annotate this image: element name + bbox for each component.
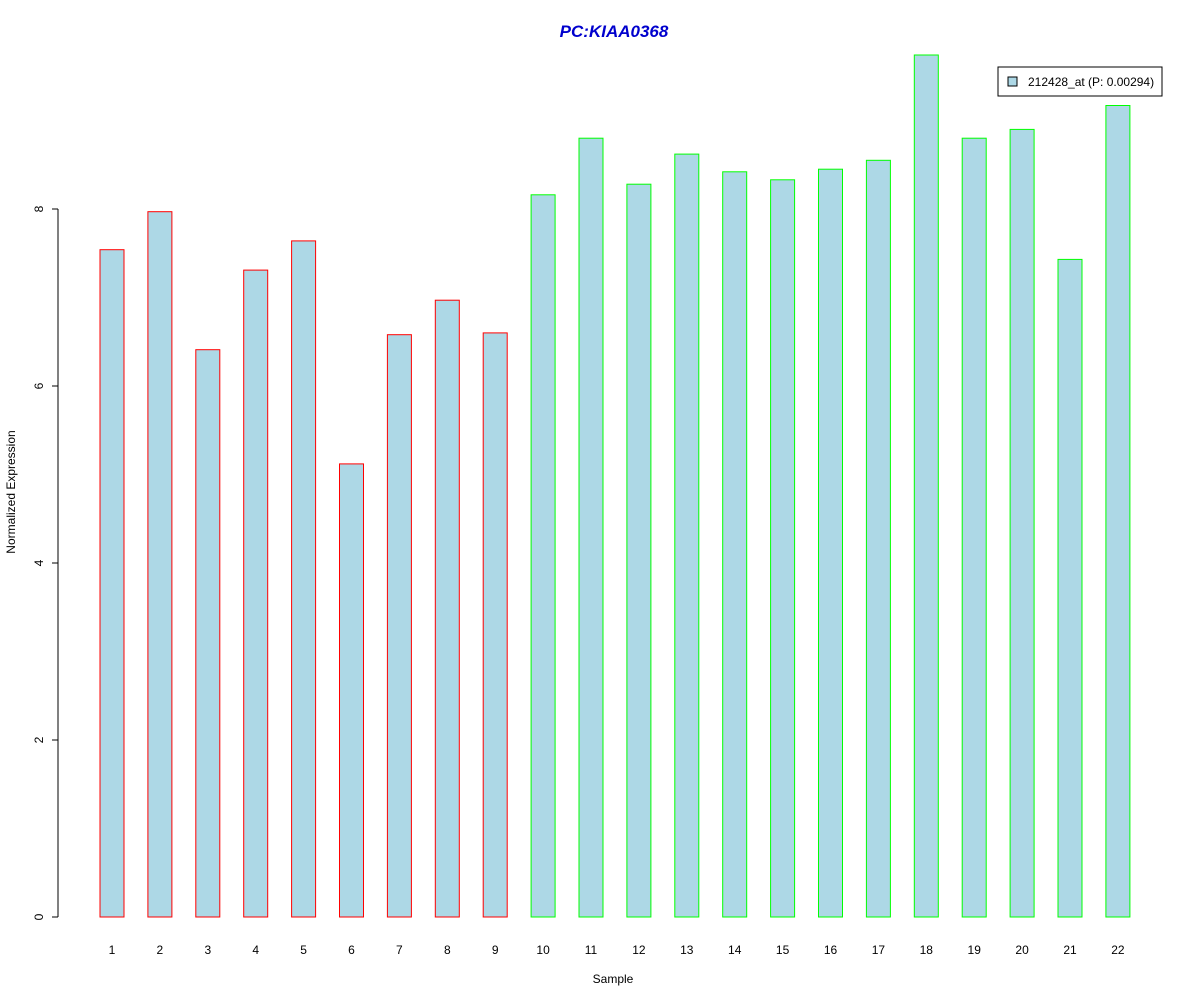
x-tick-label: 12 <box>632 943 646 957</box>
x-axis-label: Sample <box>593 972 634 986</box>
x-tick-label: 22 <box>1111 943 1125 957</box>
legend-label: 212428_at (P: 0.00294) <box>1028 75 1154 89</box>
bar-sample-22 <box>1105 105 1131 918</box>
bars-group <box>99 54 1131 918</box>
bar-sample-2 <box>147 211 173 918</box>
x-tick-label: 10 <box>536 943 550 957</box>
bar-sample-17 <box>865 159 891 918</box>
bar-sample-18 <box>913 54 939 918</box>
y-tick-label: 4 <box>32 559 46 566</box>
x-tick-label: 16 <box>824 943 838 957</box>
bar-sample-21 <box>1057 258 1083 918</box>
chart-title: PC:KIAA0368 <box>560 22 669 41</box>
x-tick-label: 11 <box>585 943 598 957</box>
x-tick-label: 5 <box>300 943 307 957</box>
bar-sample-1 <box>99 249 125 918</box>
legend-swatch <box>1007 76 1018 87</box>
bar-sample-6 <box>339 463 364 918</box>
x-tick-label: 18 <box>920 943 934 957</box>
x-tick-label: 13 <box>680 943 694 957</box>
bar-sample-19 <box>961 137 987 918</box>
bar-sample-4 <box>243 269 269 918</box>
x-tick-label: 17 <box>872 943 886 957</box>
x-tick-label: 1 <box>109 943 116 957</box>
legend-box <box>997 66 1163 97</box>
bar-sample-3 <box>195 349 221 918</box>
bar-sample-14 <box>722 171 748 918</box>
x-tick-label: 9 <box>492 943 499 957</box>
y-tick-label: 6 <box>32 382 46 389</box>
bar-sample-15 <box>770 179 796 918</box>
y-tick-label: 2 <box>32 736 46 743</box>
bar-sample-12 <box>626 183 652 918</box>
x-tick-label: 2 <box>157 943 164 957</box>
legend: 212428_at (P: 0.00294) <box>997 66 1163 97</box>
bar-sample-20 <box>1009 128 1035 918</box>
x-tick-label: 15 <box>776 943 790 957</box>
x-tick-label: 6 <box>348 943 355 957</box>
x-tick-label: 7 <box>396 943 403 957</box>
x-tick-label: 19 <box>968 943 982 957</box>
x-tick-label: 4 <box>252 943 259 957</box>
bar-sample-16 <box>818 168 843 918</box>
bar-sample-5 <box>291 240 317 918</box>
x-tick-label: 21 <box>1063 943 1077 957</box>
bar-sample-9 <box>482 332 508 918</box>
x-tick-label: 20 <box>1015 943 1029 957</box>
bar-sample-8 <box>434 299 460 918</box>
x-tick-label: 3 <box>204 943 211 957</box>
x-tick-label: 8 <box>444 943 451 957</box>
y-tick-label: 0 <box>32 913 46 920</box>
bar-sample-7 <box>386 334 412 918</box>
y-tick-label: 8 <box>32 205 46 212</box>
x-tick-labels: 1 2 3 4 5 6 7 8 9 10 11 12 13 14 15 16 17 18 19 20 21 22 <box>109 943 1125 957</box>
y-axis: 0 2 4 6 8 <box>32 205 59 920</box>
bar-sample-11 <box>578 137 604 918</box>
bar-sample-10 <box>530 194 556 918</box>
y-axis-label: Normalized Expression <box>4 430 18 553</box>
x-tick-label: 14 <box>728 943 742 957</box>
bar-sample-13 <box>674 153 700 918</box>
